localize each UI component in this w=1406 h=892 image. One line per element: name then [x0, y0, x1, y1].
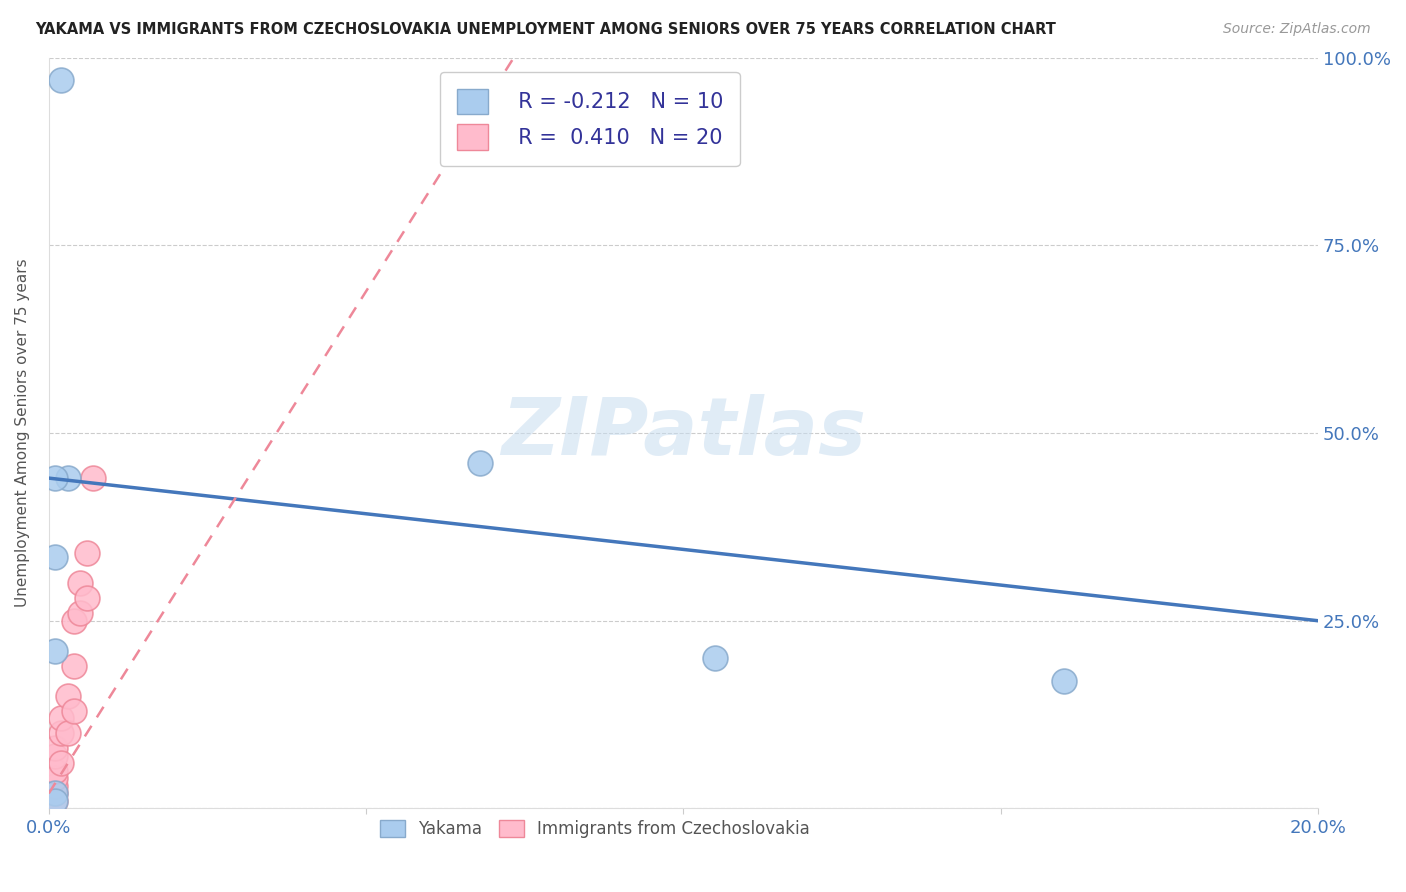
Point: [1053, 673, 1076, 688]
Legend: Yakama, Immigrants from Czechoslovakia: Yakama, Immigrants from Czechoslovakia: [373, 814, 817, 845]
Point: [51, 726, 73, 740]
Point: [56, 689, 79, 703]
Point: [63, 704, 86, 718]
Point: [56, 471, 79, 485]
Point: [44, 644, 66, 658]
Point: [69, 606, 91, 620]
Point: [44, 549, 66, 564]
Point: [63, 614, 86, 628]
Point: [44, 786, 66, 800]
Point: [44, 786, 66, 800]
Point: [470, 456, 492, 470]
Point: [76, 546, 98, 560]
Point: [44, 471, 66, 485]
Point: [44, 741, 66, 756]
Point: [51, 73, 73, 87]
Y-axis label: Unemployment Among Seniors over 75 years: Unemployment Among Seniors over 75 years: [15, 259, 30, 607]
Point: [82, 471, 104, 485]
Point: [44, 794, 66, 808]
Point: [63, 658, 86, 673]
Point: [44, 748, 66, 763]
Point: [44, 764, 66, 778]
Point: [704, 651, 727, 665]
Point: [44, 794, 66, 808]
Point: [51, 711, 73, 725]
Point: [51, 756, 73, 771]
Text: ZIPatlas: ZIPatlas: [501, 394, 866, 472]
Text: Source: ZipAtlas.com: Source: ZipAtlas.com: [1223, 22, 1371, 37]
Text: YAKAMA VS IMMIGRANTS FROM CZECHOSLOVAKIA UNEMPLOYMENT AMONG SENIORS OVER 75 YEAR: YAKAMA VS IMMIGRANTS FROM CZECHOSLOVAKIA…: [35, 22, 1056, 37]
Point: [69, 576, 91, 591]
Point: [56, 726, 79, 740]
Point: [44, 779, 66, 793]
Point: [76, 591, 98, 606]
Point: [44, 772, 66, 786]
